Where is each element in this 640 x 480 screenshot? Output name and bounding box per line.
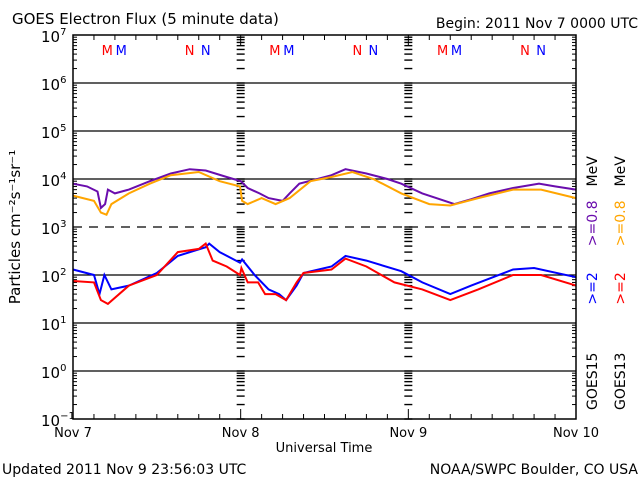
grid-lines [73, 82, 576, 372]
legend: GOES15 >=2 >=0.8 MeV GOES13 >=2 >=0.8 MeV [585, 156, 629, 410]
x-tick-label: Nov 8 [222, 426, 260, 441]
y-tick-label: 105 [41, 123, 66, 142]
marker-m: M [102, 44, 113, 59]
x-tick-labels: Nov 7 Nov 8 Nov 9 Nov 10 [54, 426, 599, 441]
marker-n: N [536, 44, 546, 59]
series-line-goes15-0-8-mev [72, 168, 577, 210]
y-tick-label: 103 [41, 219, 66, 238]
marker-m: M [269, 44, 280, 59]
y-tick-label: 102 [41, 267, 66, 286]
y-tick-labels: 107 106 105 104 103 102 101 100 10−1 [41, 27, 75, 430]
marker-m: M [451, 44, 462, 59]
marker-n: N [352, 44, 362, 59]
marker-n: N [185, 44, 195, 59]
begin-time: Begin: 2011 Nov 7 0000 UTC [436, 16, 638, 32]
y-tick-label: 101 [41, 315, 66, 334]
marker-n: N [520, 44, 530, 59]
y-tick-label: 106 [41, 75, 66, 94]
series-line-goes13-0-8-mev [72, 170, 577, 216]
plot-frame [72, 34, 577, 420]
y-tick-label: 104 [41, 171, 66, 190]
x-axis-label: Universal Time [276, 441, 373, 456]
legend-goes13: GOES13 >=2 >=0.8 MeV [613, 156, 629, 410]
marker-n: N [201, 44, 211, 59]
y-tick-label: 107 [41, 27, 66, 46]
legend-item: MeV [585, 156, 601, 187]
x-tick-label: Nov 10 [553, 426, 599, 441]
legend-item: >=0.8 [613, 200, 629, 246]
legend-item: >=2 [613, 272, 629, 304]
marker-m: M [437, 44, 448, 59]
marker-m: M [283, 44, 294, 59]
legend-satellite: GOES13 [613, 353, 629, 410]
series-line-goes13-2-mev [72, 242, 577, 306]
x-tick-label: Nov 9 [389, 426, 427, 441]
y-tick-label: 100 [41, 363, 66, 382]
updated-timestamp: Updated 2011 Nov 9 23:56:03 UTC [2, 462, 247, 478]
marker-m: M [116, 44, 127, 59]
series-lines [72, 168, 577, 306]
local-time-markers: M M MM M MN N NN N N [102, 44, 546, 59]
legend-item: MeV [613, 156, 629, 187]
legend-item: >=0.8 [585, 200, 601, 246]
series-line-goes15-2-mev [72, 242, 577, 302]
legend-goes15: GOES15 >=2 >=0.8 MeV [585, 156, 601, 410]
axis-ticks [72, 35, 577, 420]
legend-item: >=2 [585, 272, 601, 304]
marker-n: N [369, 44, 379, 59]
x-tick-label: Nov 7 [54, 426, 92, 441]
legend-satellite: GOES15 [585, 353, 601, 410]
chart-title: GOES Electron Flux (5 minute data) [12, 10, 279, 28]
y-axis-label: Particles cm⁻²s⁻¹sr⁻¹ [6, 150, 24, 304]
credit: NOAA/SWPC Boulder, CO USA [430, 462, 639, 478]
y-tick-label: 10−1 [41, 411, 75, 430]
